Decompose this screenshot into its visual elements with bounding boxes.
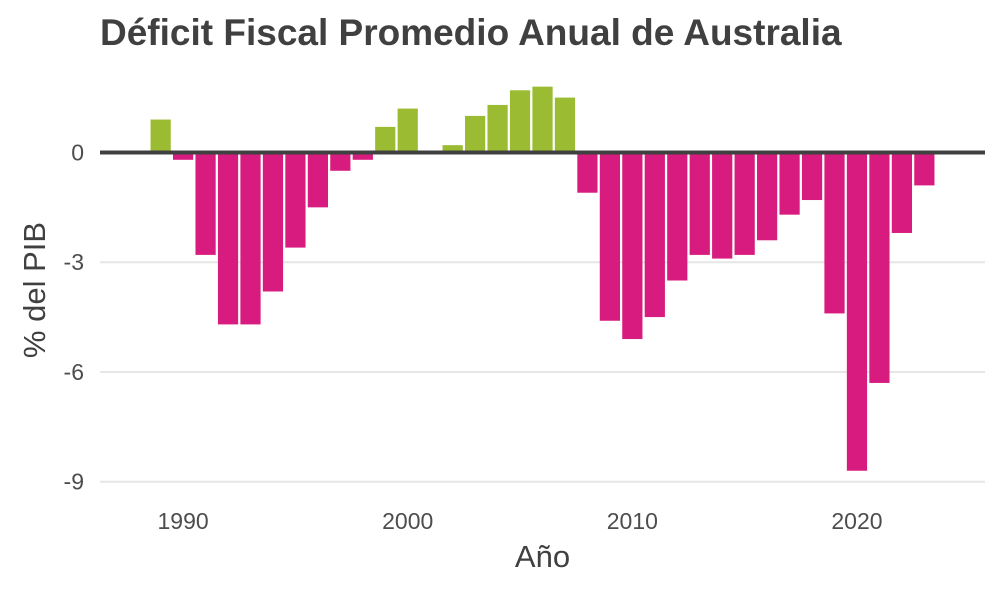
bar (801, 152, 823, 201)
bar (397, 108, 418, 153)
bar (442, 145, 463, 153)
bar (779, 152, 800, 215)
bar (262, 152, 284, 292)
bar (240, 152, 261, 325)
x-tick-label: 2020 (831, 508, 882, 534)
x-tick-label: 2010 (607, 508, 658, 534)
bar (914, 152, 935, 186)
bar (757, 152, 778, 241)
y-tick-label: -9 (64, 469, 84, 495)
bar (375, 126, 396, 153)
bar (622, 152, 643, 340)
x-tick-label: 2000 (382, 508, 433, 534)
bar (217, 152, 239, 325)
bars (150, 86, 935, 471)
bar (285, 152, 306, 248)
bar (195, 152, 216, 255)
bar (869, 152, 890, 383)
bar (150, 119, 171, 153)
bar (352, 152, 373, 160)
bar (532, 86, 553, 153)
x-tick-label: 1990 (158, 508, 209, 534)
bar (734, 152, 755, 255)
bar (330, 152, 351, 171)
bar (487, 104, 508, 153)
bar (554, 97, 576, 153)
bar (509, 90, 531, 153)
y-tick-label: -3 (64, 249, 84, 275)
x-axis-ticks: 1990 2000 2010 2020 (158, 508, 883, 534)
bar (824, 152, 845, 314)
bar (599, 152, 620, 321)
bar (644, 152, 665, 318)
bar (173, 152, 194, 160)
bar (307, 152, 328, 208)
bar (577, 152, 598, 193)
x-axis-title: Año (515, 539, 570, 574)
y-tick-label: -6 (64, 359, 84, 385)
y-tick-label: 0 (71, 139, 84, 165)
bar (891, 152, 912, 233)
bar (667, 152, 688, 281)
bar (689, 152, 710, 255)
y-axis-title: % del PIB (17, 222, 52, 358)
bar (712, 152, 733, 259)
bar (846, 152, 868, 471)
chart-title: Déficit Fiscal Promedio Anual de Austral… (100, 12, 842, 53)
y-axis-ticks: 0 -3 -6 -9 (64, 139, 84, 494)
bar (465, 115, 486, 153)
